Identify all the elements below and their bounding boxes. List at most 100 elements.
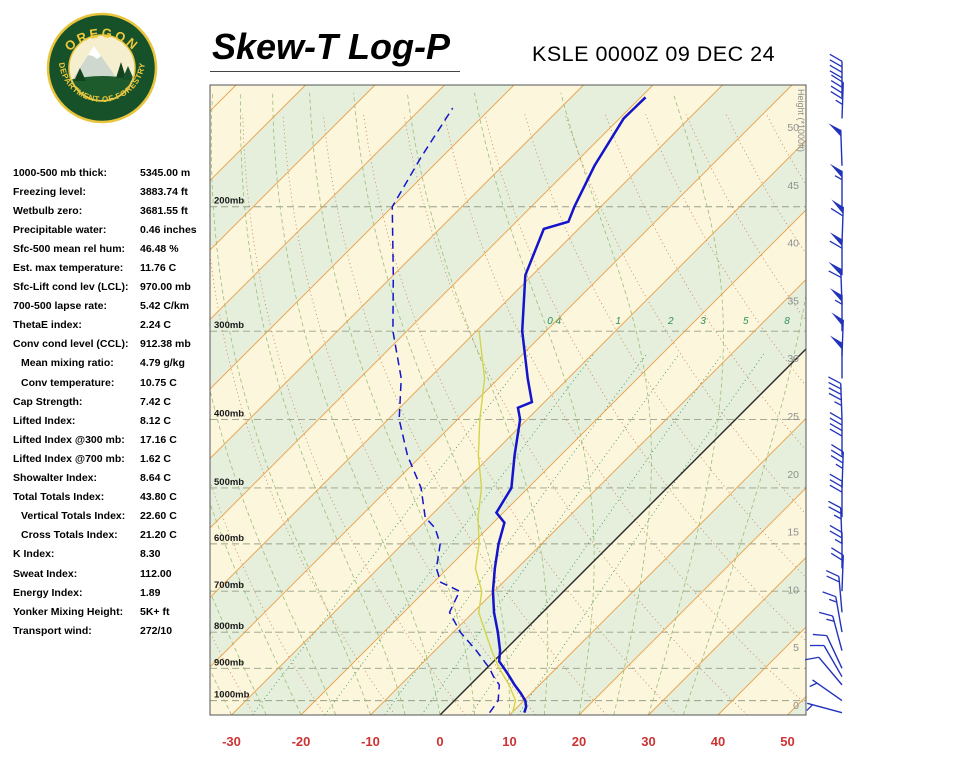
index-label: Yonker Mixing Height: [13,605,124,618]
index-row: Showalter Index: 8.64 C [13,469,213,488]
isotherm-line [370,278,806,715]
index-label: Energy Index: [13,586,83,599]
height-tick-label: 5 [793,642,799,654]
index-row: Vertical Totals Index: 22.60 C [13,507,213,526]
temp-axis-label: 30 [641,734,655,749]
tree-icon [116,62,126,78]
isotherm-line [787,695,806,715]
index-row: Sweat Index: 112.00 [13,564,213,583]
index-value: 912.38 mb [140,338,191,351]
page-title: Skew-T Log-P [210,26,461,72]
tree-icon [74,68,86,81]
index-value: 46.48 % [140,242,179,255]
temperature-trace [491,96,647,714]
tree-icon [122,66,134,80]
index-label: Est. max temperature: [13,262,124,275]
height-tick-label: 15 [787,527,799,539]
index-value: 8.30 [140,548,161,561]
index-label: ThetaE index: [13,319,82,332]
isotherm-line [578,487,806,715]
moist-adiabat [309,92,476,715]
odf-logo-graphic: OREGON DEPARTMENT OF FORESTRY [46,12,158,124]
index-value: 970.00 mb [140,281,191,294]
mixing-ratio-label: 3 [700,316,706,327]
isotherm-line [231,139,806,715]
moist-adiabat [560,92,652,715]
index-label: Sfc-500 mean rel hum: [13,242,126,255]
station-label: KSLE 0000Z 09 DEC 24 [532,42,776,66]
index-value: 22.60 C [140,510,177,523]
pressure-label: 600mb [214,533,244,544]
pressure-label: 700mb [214,580,244,591]
mixing-ratio-label: 1 [616,316,622,327]
index-row: Sfc-Lift cond lev (LCL): 970.00 mb [13,278,213,297]
chart-border [209,84,807,716]
pressure-label: 500mb [214,477,244,488]
height-tick-label: 40 [787,238,799,250]
isotherm-line [210,85,376,251]
index-row: Lifted Index: 8.12 C [13,411,213,430]
index-label: Showalter Index: [13,472,98,485]
index-value: 5345.00 m [140,166,191,179]
index-label: Transport wind: [13,624,92,637]
height-tick-label: 50 [787,122,799,134]
moist-adiabat [648,92,724,715]
index-row: Sfc-500 mean rel hum: 46.48 % [13,239,213,258]
isotherm-line [210,85,515,390]
index-label: Lifted Index @700 mb: [13,452,125,465]
index-value: 7.42 C [140,395,171,408]
moist-adiabat [210,388,337,715]
index-label: Conv cond level (CCL): [13,338,129,351]
index-label: Lifted Index: [13,414,76,427]
temp-axis-label: 50 [780,734,794,749]
isotherm-line [509,417,806,715]
dry-adiabat [210,251,396,715]
index-row: Cross Totals Index: 21.20 C [13,526,213,545]
index-label: Freezing level: [13,185,86,198]
index-value: 2.24 C [140,319,171,332]
isotherm-line [210,85,237,112]
isotherm-line [648,556,806,715]
pressure-label: 400mb [214,408,244,419]
moist-adiabat [210,92,371,715]
pressure-label: 800mb [214,621,244,632]
isotherm-band [787,696,806,715]
index-value: 10.75 C [140,376,177,389]
index-value: 3883.74 ft [140,185,188,198]
temp-axis-label: -30 [222,734,241,749]
index-label: K Index: [13,548,55,561]
index-value: 17.16 C [140,433,177,446]
index-label: Vertical Totals Index: [21,510,126,523]
snowcap-icon [88,46,101,59]
isotherm-line [210,85,723,599]
index-value: 3681.55 ft [140,204,188,217]
moist-adiabat [474,92,595,715]
index-value: 43.80 C [140,491,177,504]
index-value: 8.12 C [140,414,171,427]
moist-adiabat [406,92,549,715]
index-row: Mean mixing ratio: 4.79 g/kg [13,354,213,373]
indices-panel: 1000-500 mb thick: 5345.00 m Freezing leve… [13,163,213,640]
moist-adiabat [240,92,406,715]
height-tick-label: 10 [787,584,799,596]
wind-barb-column [804,53,844,714]
index-value: 21.20 C [140,529,177,542]
index-label: 700-500 lapse rate: [13,300,107,313]
pressure-label: 200mb [214,196,244,207]
dry-adiabat [604,114,806,451]
index-value: 5K+ ft [140,605,170,618]
pressure-label: 300mb [214,320,244,331]
mixing-ratio-line [470,353,723,715]
mixing-ratio-label: 5 [743,316,749,327]
index-row: Est. max temperature: 11.76 C [13,258,213,277]
height-tick-label: 20 [787,469,799,481]
dry-adiabat [322,114,607,715]
index-row: Lifted Index @700 mb: 1.62 C [13,449,213,468]
isotherm-line [300,209,806,715]
mixing-ratio-label: 8 [784,316,790,327]
index-row: Cap Strength: 7.42 C [13,392,213,411]
index-row: Total Totals Index: 43.80 C [13,488,213,507]
height-tick-label: 25 [787,411,799,423]
freezing-isotherm [439,348,806,715]
